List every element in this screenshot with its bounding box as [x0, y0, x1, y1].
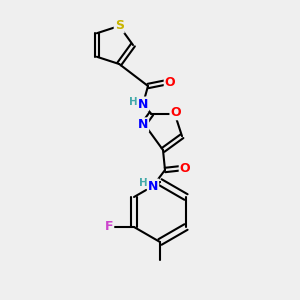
Text: O: O: [180, 161, 190, 175]
Text: N: N: [138, 98, 148, 110]
Text: O: O: [165, 76, 175, 88]
Text: H: H: [139, 178, 147, 188]
Text: S: S: [115, 20, 124, 32]
Text: N: N: [138, 118, 148, 131]
Text: F: F: [105, 220, 113, 233]
Text: O: O: [170, 106, 181, 119]
Text: N: N: [148, 179, 158, 193]
Text: H: H: [129, 97, 137, 107]
